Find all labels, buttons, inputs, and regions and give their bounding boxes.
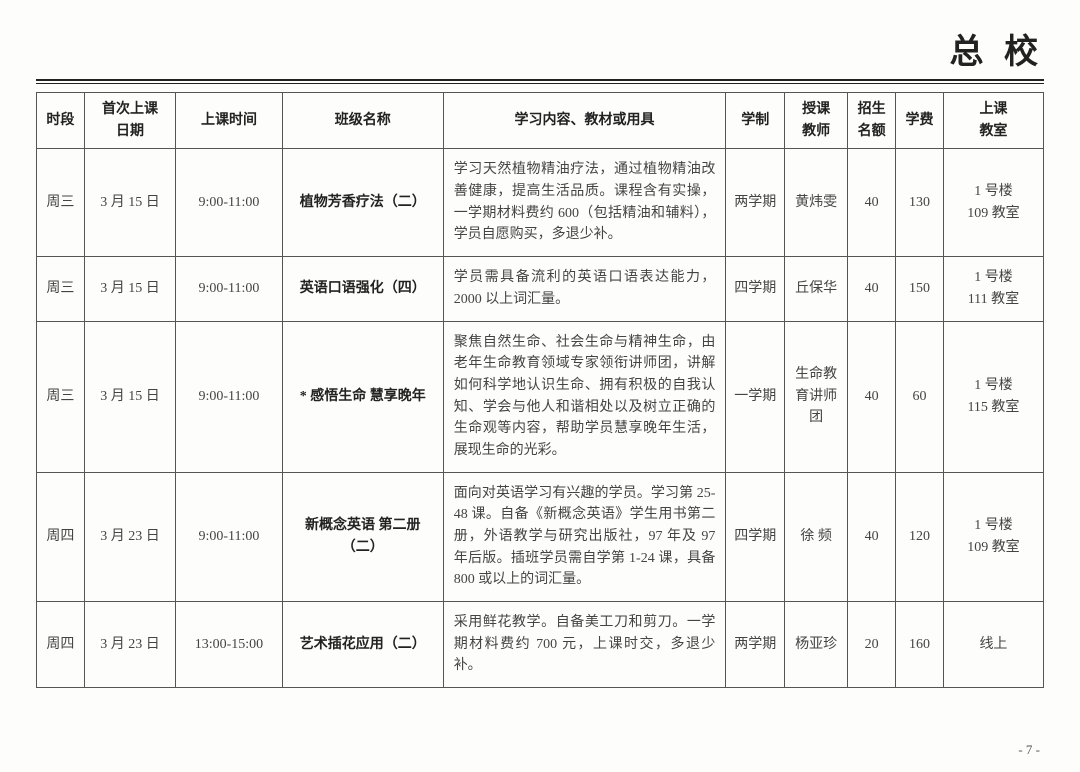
cell-room: 1 号楼111 教室: [943, 257, 1043, 321]
cell-fee: 120: [896, 472, 944, 601]
th-room: 上课教室: [943, 93, 1043, 149]
cell-fee: 130: [896, 149, 944, 257]
cell-term: 两学期: [726, 602, 785, 688]
th-content: 学习内容、教材或用具: [443, 93, 726, 149]
table-body: 周三3 月 15 日9:00-11:00植物芳香疗法（二）学习天然植物精油疗法，…: [37, 149, 1044, 688]
cell-time: 9:00-11:00: [176, 472, 283, 601]
cell-quota: 40: [848, 149, 896, 257]
cell-time: 13:00-15:00: [176, 602, 283, 688]
rule-thick: [36, 79, 1044, 81]
cell-teacher: 杨亚珍: [785, 602, 848, 688]
cell-room: 1 号楼115 教室: [943, 321, 1043, 472]
cell-fee: 150: [896, 257, 944, 321]
th-class-time: 上课时间: [176, 93, 283, 149]
th-class-name: 班级名称: [282, 93, 443, 149]
cell-class-name: 新概念英语 第二册（二）: [282, 472, 443, 601]
cell-term: 四学期: [726, 257, 785, 321]
schedule-table: 时段 首次上课日期 上课时间 班级名称 学习内容、教材或用具 学制 授课教师 招…: [36, 92, 1044, 688]
table-row: 周四3 月 23 日9:00-11:00新概念英语 第二册（二）面向对英语学习有…: [37, 472, 1044, 601]
th-period: 时段: [37, 93, 85, 149]
table-row: 周三3 月 15 日9:00-11:00植物芳香疗法（二）学习天然植物精油疗法，…: [37, 149, 1044, 257]
cell-time: 9:00-11:00: [176, 149, 283, 257]
table-header: 时段 首次上课日期 上课时间 班级名称 学习内容、教材或用具 学制 授课教师 招…: [37, 93, 1044, 149]
cell-date: 3 月 15 日: [84, 149, 175, 257]
cell-class-name: * 感悟生命 慧享晚年: [282, 321, 443, 472]
table-row: 周四3 月 23 日13:00-15:00艺术插花应用（二）采用鲜花教学。自备美…: [37, 602, 1044, 688]
rule-thin: [36, 83, 1044, 84]
cell-quota: 40: [848, 321, 896, 472]
cell-term: 一学期: [726, 321, 785, 472]
th-term: 学制: [726, 93, 785, 149]
cell-date: 3 月 23 日: [84, 472, 175, 601]
cell-class-name: 艺术插花应用（二）: [282, 602, 443, 688]
cell-date: 3 月 15 日: [84, 321, 175, 472]
th-quota: 招生名额: [848, 93, 896, 149]
cell-room: 线上: [943, 602, 1043, 688]
table-row: 周三3 月 15 日9:00-11:00英语口语强化（四）学员需具备流利的英语口…: [37, 257, 1044, 321]
cell-period: 周四: [37, 472, 85, 601]
cell-date: 3 月 15 日: [84, 257, 175, 321]
cell-period: 周三: [37, 149, 85, 257]
cell-period: 周三: [37, 321, 85, 472]
cell-quota: 40: [848, 472, 896, 601]
th-fee: 学费: [896, 93, 944, 149]
th-teacher: 授课教师: [785, 93, 848, 149]
page-title: 总 校: [36, 24, 1044, 73]
page-number: - 7 -: [1018, 742, 1040, 758]
cell-class-name: 英语口语强化（四）: [282, 257, 443, 321]
cell-time: 9:00-11:00: [176, 257, 283, 321]
cell-description: 学习天然植物精油疗法，通过植物精油改善健康，提高生活品质。课程含有实操，一学期材…: [443, 149, 726, 257]
cell-quota: 20: [848, 602, 896, 688]
cell-description: 采用鲜花教学。自备美工刀和剪刀。一学期材料费约 700 元，上课时交，多退少补。: [443, 602, 726, 688]
cell-date: 3 月 23 日: [84, 602, 175, 688]
cell-period: 周四: [37, 602, 85, 688]
cell-teacher: 徐 频: [785, 472, 848, 601]
cell-teacher: 生命教育讲师团: [785, 321, 848, 472]
cell-description: 面向对英语学习有兴趣的学员。学习第 25-48 课。自备《新概念英语》学生用书第…: [443, 472, 726, 601]
cell-quota: 40: [848, 257, 896, 321]
cell-term: 两学期: [726, 149, 785, 257]
cell-term: 四学期: [726, 472, 785, 601]
cell-period: 周三: [37, 257, 85, 321]
cell-fee: 160: [896, 602, 944, 688]
cell-teacher: 黄炜雯: [785, 149, 848, 257]
th-first-date: 首次上课日期: [84, 93, 175, 149]
cell-room: 1 号楼109 教室: [943, 472, 1043, 601]
cell-class-name: 植物芳香疗法（二）: [282, 149, 443, 257]
cell-teacher: 丘保华: [785, 257, 848, 321]
cell-time: 9:00-11:00: [176, 321, 283, 472]
cell-description: 聚焦自然生命、社会生命与精神生命，由老年生命教育领域专家领衔讲师团，讲解如何科学…: [443, 321, 726, 472]
cell-description: 学员需具备流利的英语口语表达能力，2000 以上词汇量。: [443, 257, 726, 321]
cell-fee: 60: [896, 321, 944, 472]
cell-room: 1 号楼109 教室: [943, 149, 1043, 257]
table-row: 周三3 月 15 日9:00-11:00* 感悟生命 慧享晚年聚焦自然生命、社会…: [37, 321, 1044, 472]
